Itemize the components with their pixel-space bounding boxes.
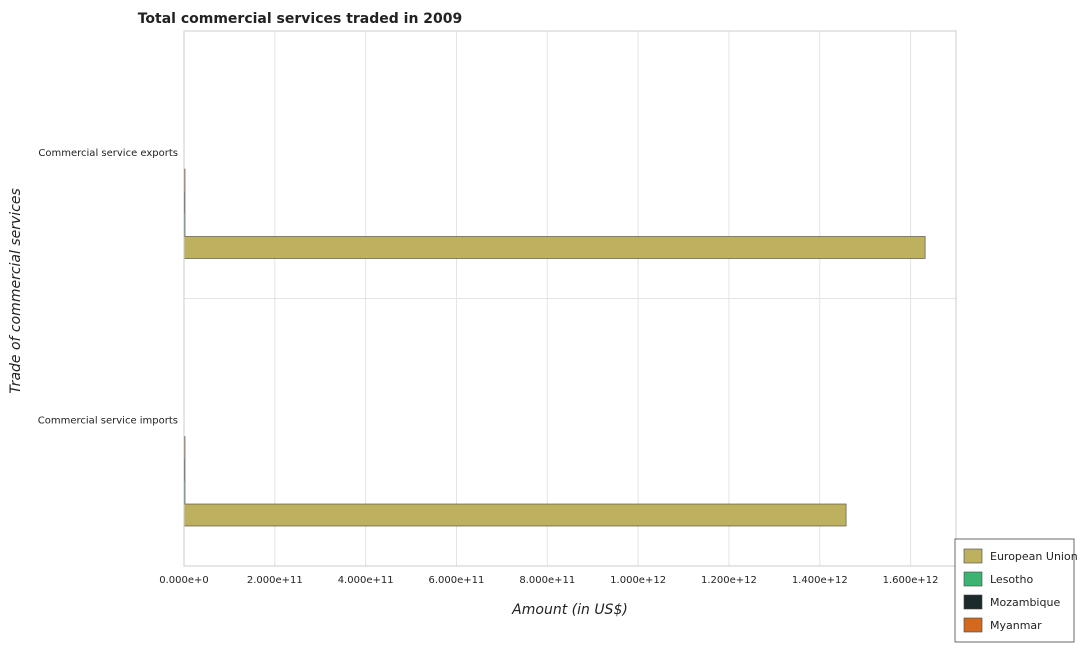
x-tick-label: 0.000e+0	[159, 575, 209, 586]
x-tick-label: 1.000e+12	[610, 575, 666, 586]
x-tick-label: 1.200e+12	[701, 575, 757, 586]
legend-label: European Union	[990, 550, 1078, 563]
legend-swatch	[963, 594, 983, 610]
plot-area: 0.000e+0 2.000e+11 4.000e+11 6.000e+11 8.000…	[38, 30, 957, 586]
legend-label: Lesotho	[990, 573, 1033, 586]
x-tick-label: 1.400e+12	[792, 575, 848, 586]
bar-european-union	[183, 503, 847, 527]
x-tick-label: 8.000e+11	[519, 575, 575, 586]
plot-frame	[183, 30, 957, 567]
chart-title: Total commercial services traded in 2009	[138, 11, 463, 27]
x-axis-label: Amount (in US$)	[511, 602, 628, 618]
legend-swatch	[963, 548, 983, 564]
y-tick-label: Commercial service exports	[38, 148, 178, 159]
x-tick-label: 2.000e+11	[247, 575, 303, 586]
legend-label: Myanmar	[990, 619, 1042, 632]
x-tick-label: 6.000e+11	[429, 575, 485, 586]
legend-label: Mozambique	[990, 596, 1060, 609]
bar-european-union	[183, 236, 926, 259]
legend-swatch	[963, 571, 983, 587]
legend-swatch	[963, 617, 983, 633]
y-tick-label: Commercial service imports	[38, 415, 178, 426]
x-tick-label: 1.600e+12	[883, 575, 939, 586]
y-axis-label: Trade of commercial services	[8, 188, 24, 394]
legend: European Union Lesotho Mozambique Myanmar	[954, 538, 1078, 643]
x-tick-label: 4.000e+11	[338, 575, 394, 586]
